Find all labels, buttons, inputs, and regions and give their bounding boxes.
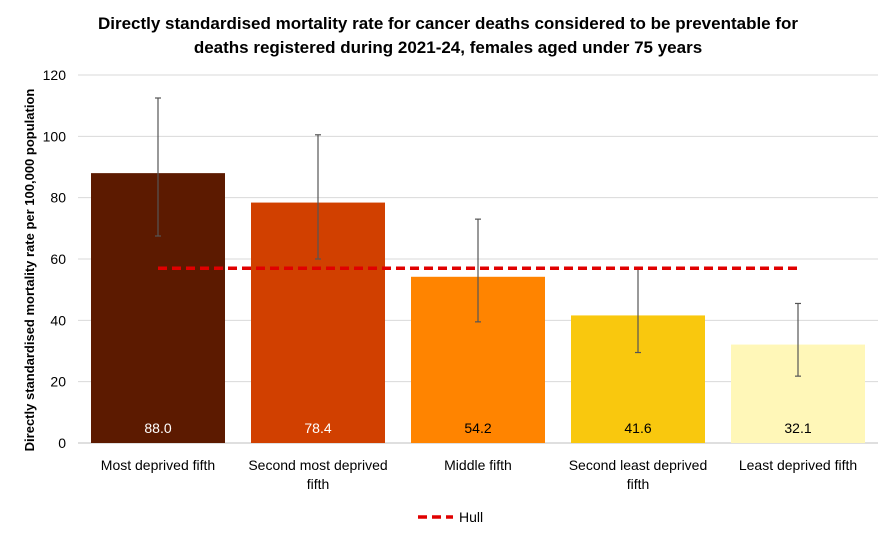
- data-label-3: 54.2: [464, 420, 491, 436]
- y-tick-label-20: 20: [50, 374, 66, 390]
- y-tick-label-80: 80: [50, 190, 66, 206]
- y-axis-label: Directly standardised mortality rate per…: [22, 89, 37, 452]
- category-label-4: Second least deprived: [569, 457, 708, 473]
- y-tick-label-0: 0: [58, 435, 66, 451]
- error-bar-1: [155, 97, 161, 237]
- category-label-5: Least deprived fifth: [739, 457, 857, 473]
- error-bar-5: [795, 302, 801, 377]
- error-bar-3: [475, 218, 481, 323]
- chart-title-line-1: Directly standardised mortality rate for…: [98, 14, 798, 33]
- legend: Hull: [418, 509, 483, 525]
- y-tick-label-100: 100: [43, 128, 67, 144]
- chart-title: Directly standardised mortality rate for…: [98, 14, 798, 57]
- error-bars: [155, 97, 801, 377]
- error-bar-2: [315, 134, 321, 260]
- y-tick-label-120: 120: [43, 67, 67, 83]
- category-label-3: Middle fifth: [444, 457, 512, 473]
- data-label-1: 88.0: [144, 420, 171, 436]
- category-labels: Most deprived fifth Second most deprived f…: [101, 457, 857, 492]
- data-labels: 88.0 78.4 54.2 41.6 32.1: [144, 420, 811, 436]
- category-label-2-line-2: fifth: [307, 476, 330, 492]
- y-axis-ticks: 0 20 40 60 80 100 120: [43, 67, 67, 451]
- y-tick-label-60: 60: [50, 251, 66, 267]
- data-label-4: 41.6: [624, 420, 651, 436]
- data-label-2: 78.4: [304, 420, 331, 436]
- category-label-4-line-2: fifth: [627, 476, 650, 492]
- legend-hull-label: Hull: [459, 509, 483, 525]
- category-label-1: Most deprived fifth: [101, 457, 215, 473]
- chart-title-line-2: deaths registered during 2021-24, female…: [194, 38, 702, 57]
- data-label-5: 32.1: [784, 420, 811, 436]
- y-tick-label-40: 40: [50, 312, 66, 328]
- category-label-2: Second most deprived: [248, 457, 387, 473]
